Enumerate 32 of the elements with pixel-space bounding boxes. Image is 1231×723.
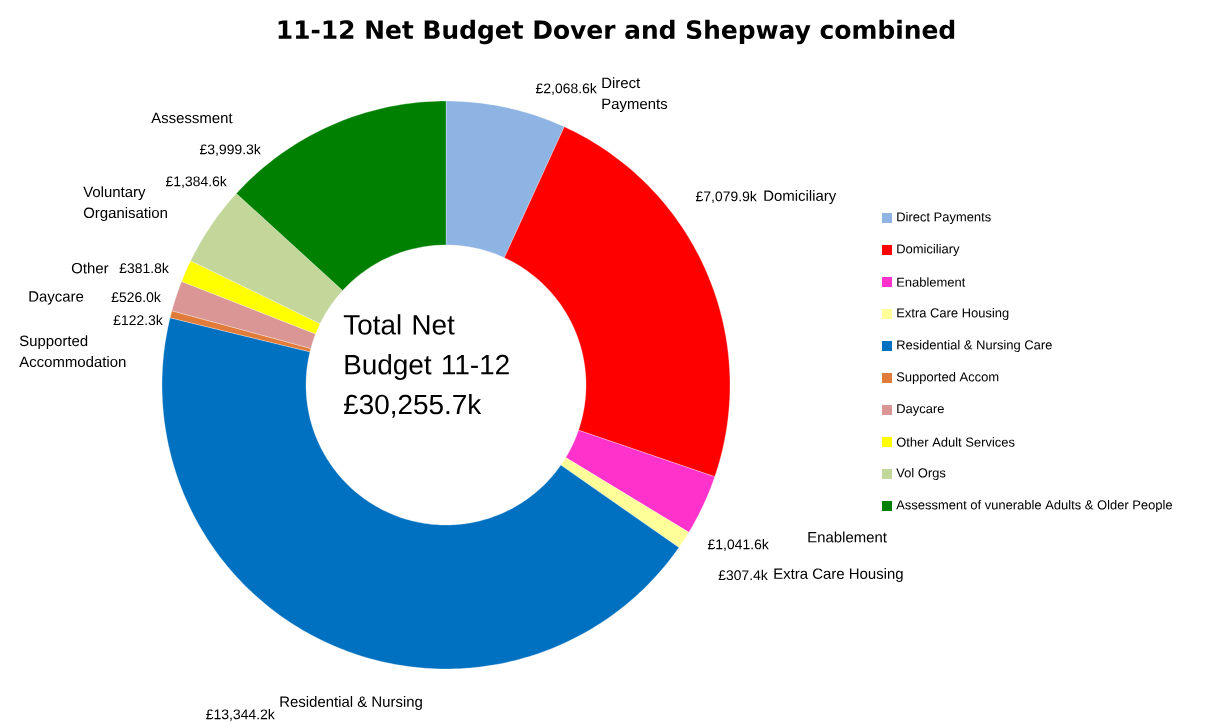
data-label: £1,384.6k [165,176,227,188]
data-label: £526.0k [111,291,161,303]
legend-label: Enablement [897,277,966,287]
legend-label: Domiciliary [897,243,960,257]
data-label: £122.3k [113,314,163,326]
text: Extra Care Housing [774,568,903,582]
legend-label: Other Adult Services [896,437,1015,447]
legend-label: Assessment of vunerable Adults & Older People [896,499,1173,513]
legend-label: Direct Payments [897,211,991,225]
legend-label: Residential & Nursing Care [897,339,1052,353]
text: Enablement [808,531,887,543]
text: Voluntary Organisation [83,186,167,222]
legend-label: Vol Orgs [896,467,946,481]
text: Direct Payments [602,77,668,113]
text: Domiciliary [764,190,837,204]
data-label: £3,999.3k [199,144,261,156]
data-label: £307.4k [718,569,768,581]
legend-label: Extra Care Housing [897,307,1009,321]
data-label: £381.8k [119,262,169,274]
chart-title: 11-12 Net Budget Dover and Shepway combined [278,19,955,45]
legend-label: Supported Accom [896,371,999,385]
text: Total Net Budget 11-12 £30,255.7k [343,314,509,418]
legend-label: Daycare [897,404,944,416]
data-label: £13,344.2k [206,709,275,721]
data-label: £2,068.6k [535,83,597,95]
text: Daycare [29,291,84,305]
data-label: £7,079.9k [695,191,757,203]
text: Supported Accommodation [19,335,126,368]
text: Other [71,262,109,274]
text: Assessment [151,112,233,124]
text: Residential & Nursing [280,696,422,710]
data-label: £1,041.6k [707,539,769,551]
